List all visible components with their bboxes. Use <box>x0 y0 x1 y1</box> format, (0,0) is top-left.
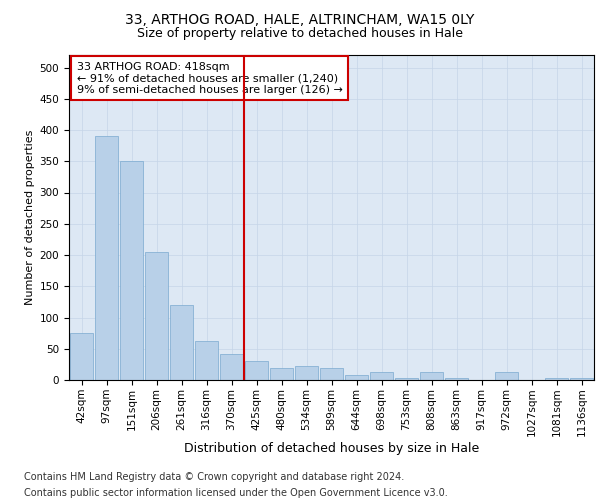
Text: 33 ARTHOG ROAD: 418sqm
← 91% of detached houses are smaller (1,240)
9% of semi-d: 33 ARTHOG ROAD: 418sqm ← 91% of detached… <box>77 62 343 94</box>
Text: Size of property relative to detached houses in Hale: Size of property relative to detached ho… <box>137 28 463 40</box>
Bar <box>320 368 343 380</box>
Bar <box>245 361 268 380</box>
Bar <box>70 333 93 380</box>
Bar <box>195 341 218 380</box>
Bar <box>420 372 443 380</box>
Bar <box>295 366 318 380</box>
Bar <box>495 372 518 380</box>
Bar <box>345 375 368 380</box>
X-axis label: Distribution of detached houses by size in Hale: Distribution of detached houses by size … <box>184 442 479 455</box>
Bar <box>545 378 568 380</box>
Bar <box>445 378 468 380</box>
Bar <box>170 305 193 380</box>
Bar <box>395 378 418 380</box>
Bar <box>220 354 243 380</box>
Text: Contains public sector information licensed under the Open Government Licence v3: Contains public sector information licen… <box>24 488 448 498</box>
Bar <box>270 368 293 380</box>
Bar <box>145 252 168 380</box>
Text: 33, ARTHOG ROAD, HALE, ALTRINCHAM, WA15 0LY: 33, ARTHOG ROAD, HALE, ALTRINCHAM, WA15 … <box>125 12 475 26</box>
Bar <box>570 378 593 380</box>
Bar <box>120 161 143 380</box>
Y-axis label: Number of detached properties: Number of detached properties <box>25 130 35 305</box>
Bar <box>95 136 118 380</box>
Text: Contains HM Land Registry data © Crown copyright and database right 2024.: Contains HM Land Registry data © Crown c… <box>24 472 404 482</box>
Bar <box>370 372 393 380</box>
